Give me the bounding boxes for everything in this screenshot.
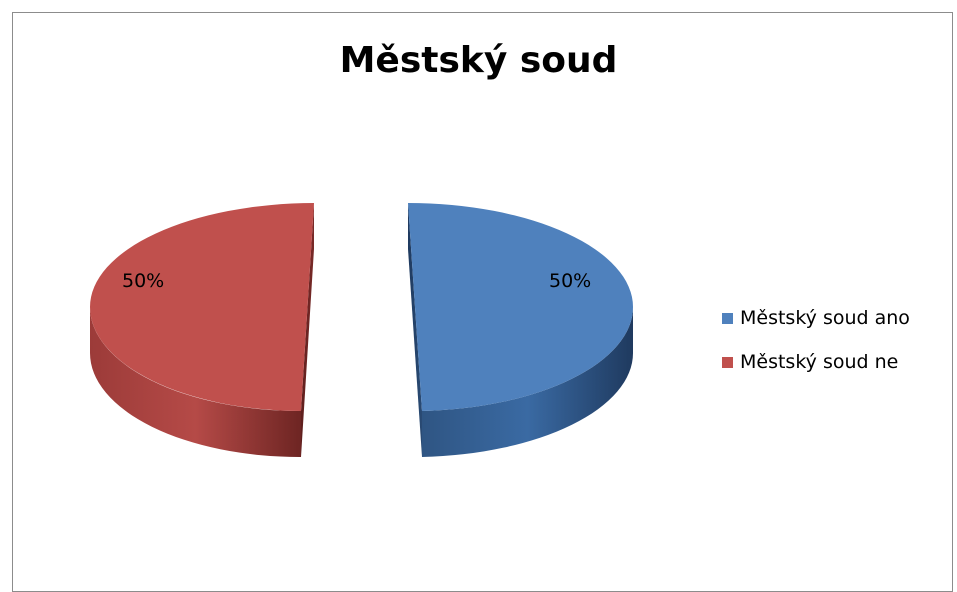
slice-ano-top: [408, 203, 634, 411]
slice-ne-cut: [301, 203, 314, 457]
legend-swatch-ano: [722, 312, 733, 324]
slice-ne-top: [90, 203, 314, 411]
legend-swatch-ne: [722, 356, 733, 368]
legend: Městský soud ano Městský soud ne: [722, 306, 910, 394]
data-label-ne: 50%: [122, 270, 164, 292]
data-label-ano: 50%: [549, 270, 591, 292]
legend-item-ano: Městský soud ano: [722, 306, 910, 330]
chart-title: Městský soud: [339, 40, 618, 81]
pie-slice-ano: [408, 203, 634, 457]
legend-label-ne: Městský soud ne: [740, 351, 899, 373]
legend-item-ne: Městský soud ne: [722, 350, 910, 374]
slice-ne-side: [90, 307, 301, 458]
slice-ano-side: [422, 307, 634, 457]
slice-ano-cut: [408, 203, 422, 457]
pie-slice-ne: [90, 203, 314, 458]
legend-label-ano: Městský soud ano: [740, 307, 910, 329]
